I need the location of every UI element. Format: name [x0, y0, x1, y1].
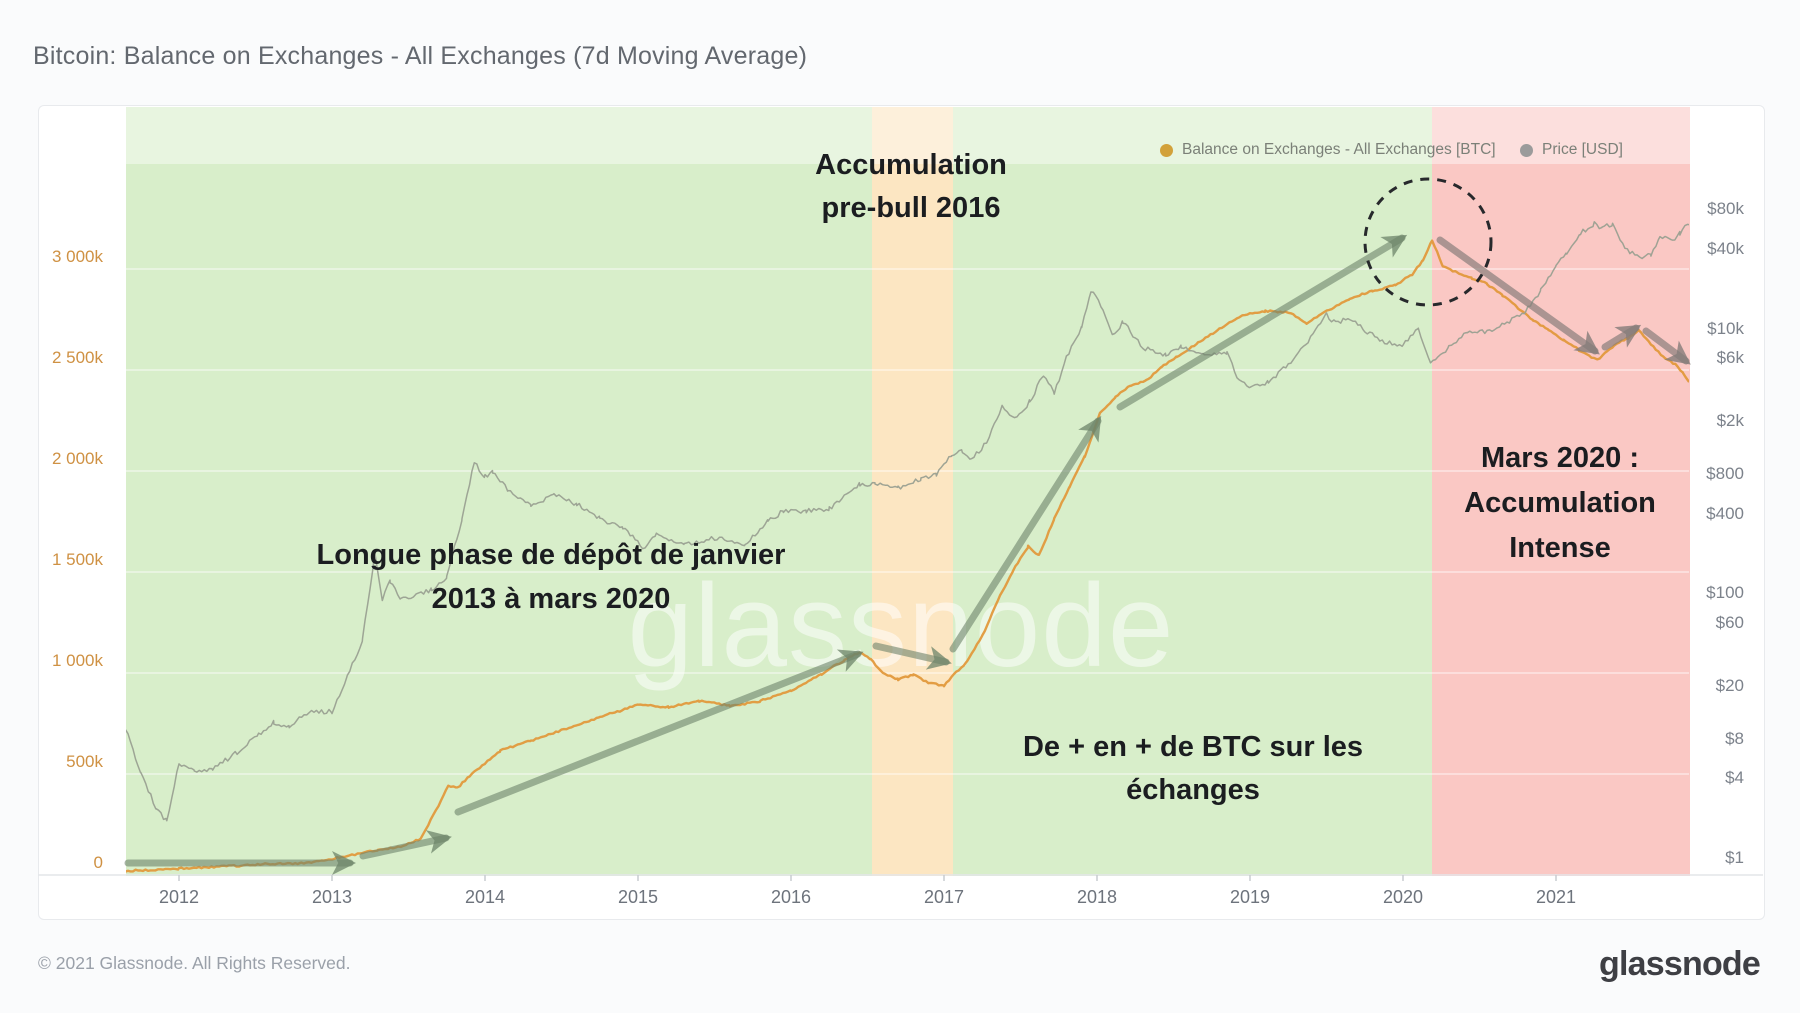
annotation-0: Accumulation pre-bull 2016: [815, 148, 1007, 224]
x-axis-year-label: 2017: [923, 887, 965, 907]
y-left-tick-label: 2 500k: [51, 348, 103, 367]
balance-series-dot-icon: [1160, 143, 1173, 157]
y-right-tick-label: $4: [1725, 768, 1744, 788]
annotation-1: Longue phase de dépôt de janvier 2013 à m…: [316, 539, 786, 615]
x-axis-year-label: 2013: [311, 887, 353, 907]
x-axis-year-label: 2016: [770, 887, 812, 907]
legend-label-price: Price [USD]: [1542, 141, 1623, 158]
x-axis-year-label: 2014: [464, 887, 506, 907]
y-right-tick-label: $8: [1725, 728, 1744, 748]
y-right-tick-label: $10k: [1707, 318, 1744, 338]
x-axis-year-label: 2018: [1076, 887, 1118, 907]
y-left-tick-label: 1 000k: [51, 651, 103, 670]
x-axis-year-label: 2015: [617, 887, 659, 907]
annotation-3: Mars 2020 : Accumulation Intense: [1464, 441, 1656, 564]
y-left-tick-label: 2 000k: [51, 449, 103, 468]
legend-strip: [126, 107, 1691, 164]
legend-item-balance[interactable]: Balance on Exchanges - All Exchanges [BT…: [1160, 141, 1496, 159]
legend-label-balance: Balance on Exchanges - All Exchanges [BT…: [1182, 141, 1496, 158]
annotation-2: De + en + de BTC sur les échanges: [1022, 730, 1364, 806]
x-axis-year-label: 2020: [1382, 887, 1424, 907]
legend-item-price[interactable]: Price [USD]: [1520, 141, 1623, 159]
y-left-tick-label: 1 500k: [51, 550, 103, 569]
y-right-tick-label: $6k: [1716, 347, 1744, 367]
y-right-tick-label: $1: [1725, 848, 1744, 868]
page-title: Bitcoin: Balance on Exchanges - All Exch…: [33, 42, 808, 70]
x-axis-year-label: 2012: [158, 887, 200, 907]
y-right-tick-label: $80k: [1707, 199, 1744, 219]
y-right-tick-label: $2k: [1716, 411, 1744, 431]
y-right-tick-label: $40k: [1707, 238, 1744, 258]
x-axis-year-label: 2019: [1229, 887, 1271, 907]
y-right-tick-label: $400: [1706, 503, 1744, 523]
y-right-tick-label: $60: [1715, 612, 1744, 632]
y-left-tick-label: 3 000k: [51, 247, 103, 266]
y-left-tick-label: 0: [93, 853, 103, 872]
y-right-tick-label: $100: [1706, 583, 1744, 603]
y-right-tick-label: $800: [1706, 463, 1744, 483]
price-series-dot-icon: [1520, 143, 1533, 157]
glassnode-logo: glassnode: [1599, 945, 1761, 983]
copyright-text: © 2021 Glassnode. All Rights Reserved.: [38, 953, 351, 973]
x-axis-year-label: 2021: [1535, 887, 1577, 907]
y-right-tick-label: $20: [1715, 675, 1744, 695]
y-left-tick-label: 500k: [66, 752, 103, 771]
